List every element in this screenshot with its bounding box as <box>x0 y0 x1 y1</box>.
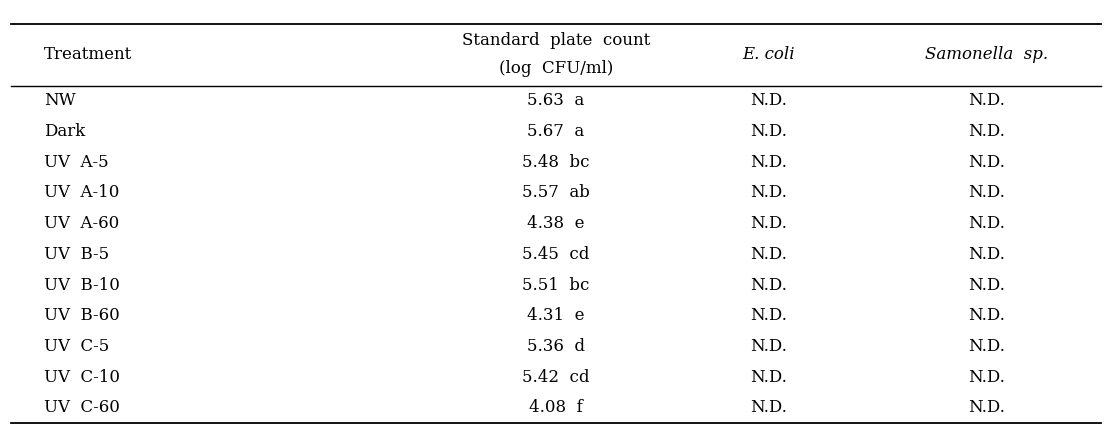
Text: NW: NW <box>43 92 76 109</box>
Text: N.D.: N.D. <box>969 184 1005 201</box>
Text: 4.38  e: 4.38 e <box>527 215 585 232</box>
Text: (log  CFU/ml): (log CFU/ml) <box>499 60 613 77</box>
Text: 5.48  bc: 5.48 bc <box>523 154 589 171</box>
Text: N.D.: N.D. <box>751 399 787 416</box>
Text: 5.63  a: 5.63 a <box>527 92 585 109</box>
Text: UV  C-5: UV C-5 <box>43 338 109 355</box>
Text: 4.31  e: 4.31 e <box>527 307 585 324</box>
Text: N.D.: N.D. <box>969 368 1005 385</box>
Text: N.D.: N.D. <box>969 92 1005 109</box>
Text: UV  A-5: UV A-5 <box>43 154 109 171</box>
Text: 4.08  f: 4.08 f <box>529 399 583 416</box>
Text: N.D.: N.D. <box>969 154 1005 171</box>
Text: 5.42  cd: 5.42 cd <box>523 368 589 385</box>
Text: N.D.: N.D. <box>969 276 1005 293</box>
Text: N.D.: N.D. <box>751 368 787 385</box>
Text: Standard  plate  count: Standard plate count <box>461 32 651 49</box>
Text: UV  C-10: UV C-10 <box>43 368 120 385</box>
Text: N.D.: N.D. <box>969 215 1005 232</box>
Text: N.D.: N.D. <box>751 307 787 324</box>
Text: Samonella  sp.: Samonella sp. <box>925 46 1048 63</box>
Text: N.D.: N.D. <box>969 307 1005 324</box>
Text: 5.57  ab: 5.57 ab <box>522 184 590 201</box>
Text: N.D.: N.D. <box>751 276 787 293</box>
Text: UV  A-10: UV A-10 <box>43 184 119 201</box>
Text: N.D.: N.D. <box>751 246 787 263</box>
Text: N.D.: N.D. <box>969 123 1005 140</box>
Text: 5.36  d: 5.36 d <box>527 338 585 355</box>
Text: N.D.: N.D. <box>969 338 1005 355</box>
Text: N.D.: N.D. <box>751 215 787 232</box>
Text: N.D.: N.D. <box>751 154 787 171</box>
Text: N.D.: N.D. <box>751 184 787 201</box>
Text: E. coli: E. coli <box>742 46 795 63</box>
Text: UV  C-60: UV C-60 <box>43 399 120 416</box>
Text: UV  B-10: UV B-10 <box>43 276 120 293</box>
Text: UV  B-60: UV B-60 <box>43 307 120 324</box>
Text: N.D.: N.D. <box>969 399 1005 416</box>
Text: 5.51  bc: 5.51 bc <box>523 276 589 293</box>
Text: 5.67  a: 5.67 a <box>527 123 585 140</box>
Text: N.D.: N.D. <box>751 92 787 109</box>
Text: N.D.: N.D. <box>969 246 1005 263</box>
Text: UV  A-60: UV A-60 <box>43 215 119 232</box>
Text: 5.45  cd: 5.45 cd <box>523 246 589 263</box>
Text: N.D.: N.D. <box>751 123 787 140</box>
Text: UV  B-5: UV B-5 <box>43 246 109 263</box>
Text: Dark: Dark <box>43 123 85 140</box>
Text: N.D.: N.D. <box>751 338 787 355</box>
Text: Treatment: Treatment <box>43 46 132 63</box>
